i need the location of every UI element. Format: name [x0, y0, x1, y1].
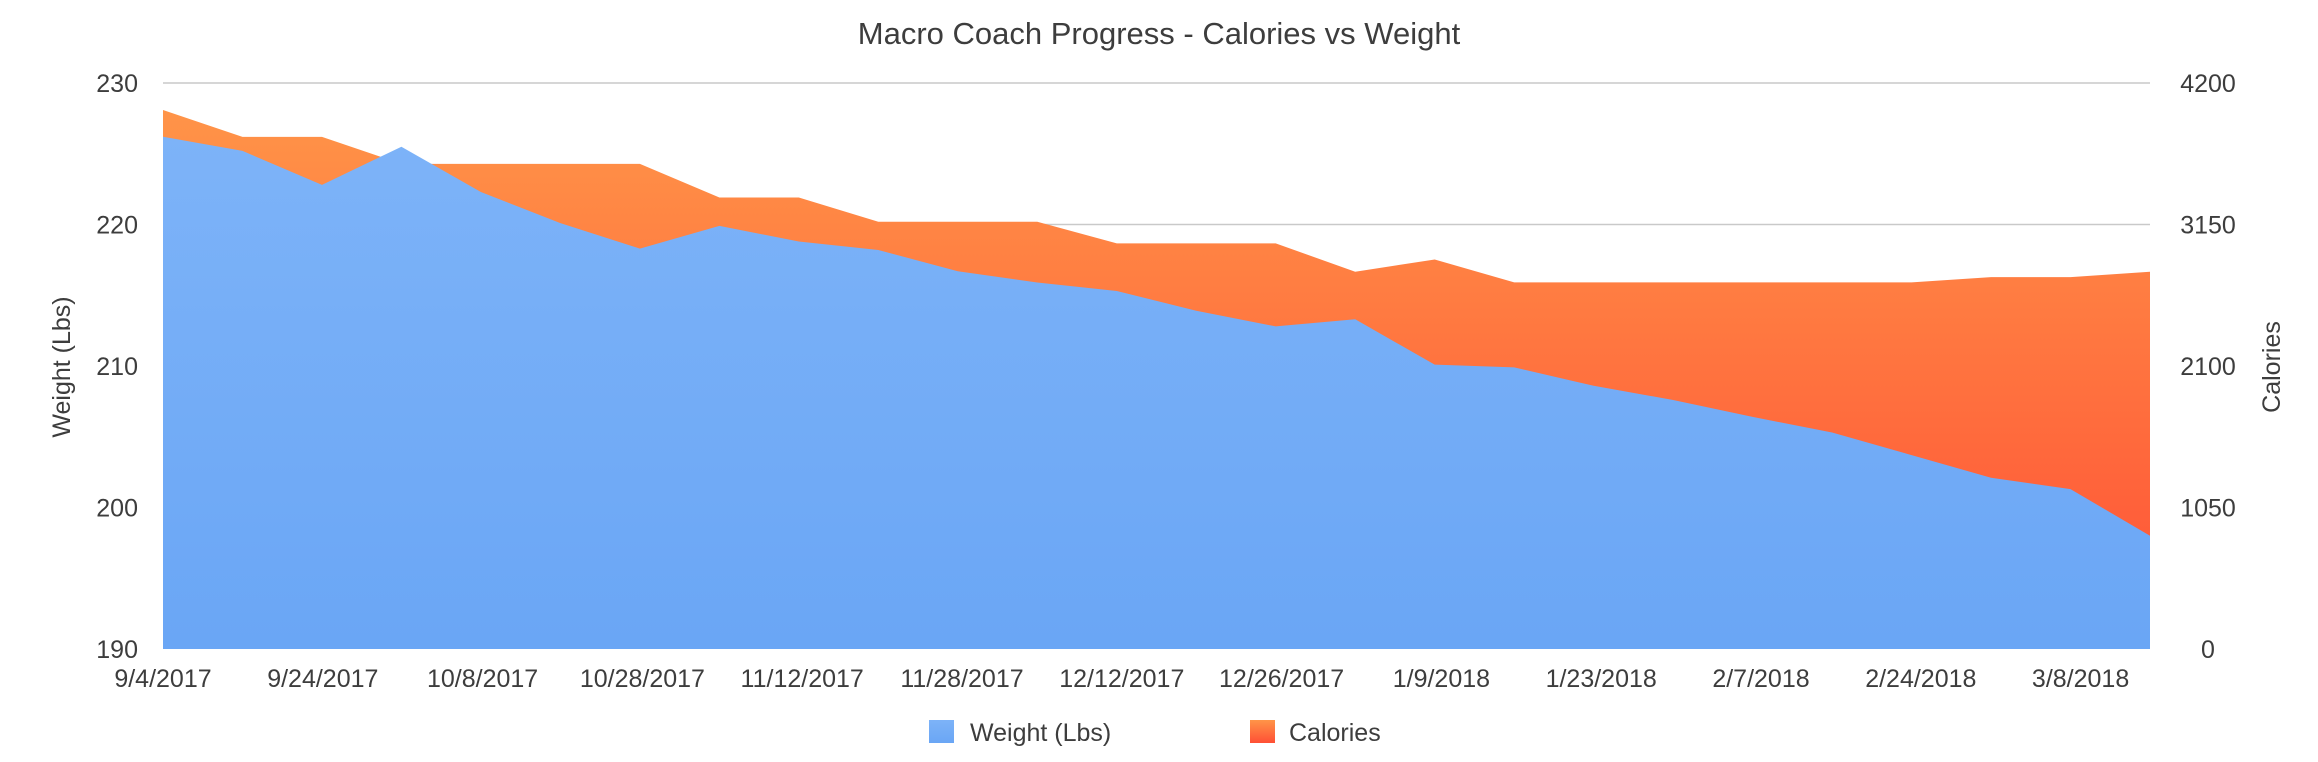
- x-tick-label: 1/9/2018: [1393, 665, 1490, 693]
- legend: Weight (Lbs) Calories: [929, 719, 1381, 747]
- y-axis-right-label: Calories: [2258, 321, 2286, 413]
- x-tick-label: 2/24/2018: [1865, 665, 1976, 693]
- y-left-tick-label: 190: [96, 636, 138, 664]
- x-tick-label: 12/26/2017: [1219, 665, 1344, 693]
- x-tick-label: 1/23/2018: [1546, 665, 1657, 693]
- chart-title: Macro Coach Progress - Calories vs Weigh…: [858, 16, 1461, 51]
- y-left-tick-label: 210: [96, 353, 138, 381]
- legend-swatch-weight: [929, 720, 954, 743]
- legend-label-calories: Calories: [1289, 719, 1381, 747]
- y-right-tick-label: 4200: [2180, 70, 2236, 98]
- x-tick-label: 11/12/2017: [741, 665, 864, 693]
- x-tick-label: 9/4/2017: [114, 665, 211, 693]
- x-tick-label: 9/24/2017: [267, 665, 378, 693]
- y-axis-left: 190 200 210 220 230: [96, 70, 138, 664]
- y-right-tick-label: 1050: [2180, 495, 2236, 523]
- x-tick-label: 10/28/2017: [580, 665, 705, 693]
- x-tick-label: 11/28/2017: [900, 665, 1023, 693]
- y-left-tick-label: 200: [96, 495, 138, 523]
- x-tick-label: 3/8/2018: [2032, 665, 2129, 693]
- y-axis-left-label: Weight (Lbs): [48, 296, 76, 437]
- y-right-tick-label: 3150: [2180, 212, 2236, 240]
- y-right-tick-label: 2100: [2180, 353, 2236, 381]
- x-axis: 9/4/2017 9/24/2017 10/8/2017 10/28/2017 11/1…: [114, 665, 2129, 693]
- y-axis-right: 0 1050 2100 3150 4200: [2180, 70, 2236, 664]
- x-tick-label: 2/7/2018: [1712, 665, 1809, 693]
- y-right-tick-label: 0: [2201, 636, 2215, 664]
- x-tick-label: 10/8/2017: [427, 665, 538, 693]
- legend-label-weight: Weight (Lbs): [970, 719, 1111, 747]
- plot-area: [163, 110, 2150, 650]
- y-left-tick-label: 220: [96, 212, 138, 240]
- area-weight: [163, 136, 2150, 650]
- y-left-tick-label: 230: [96, 70, 138, 98]
- x-tick-label: 12/12/2017: [1059, 665, 1184, 693]
- legend-swatch-calories: [1250, 720, 1275, 743]
